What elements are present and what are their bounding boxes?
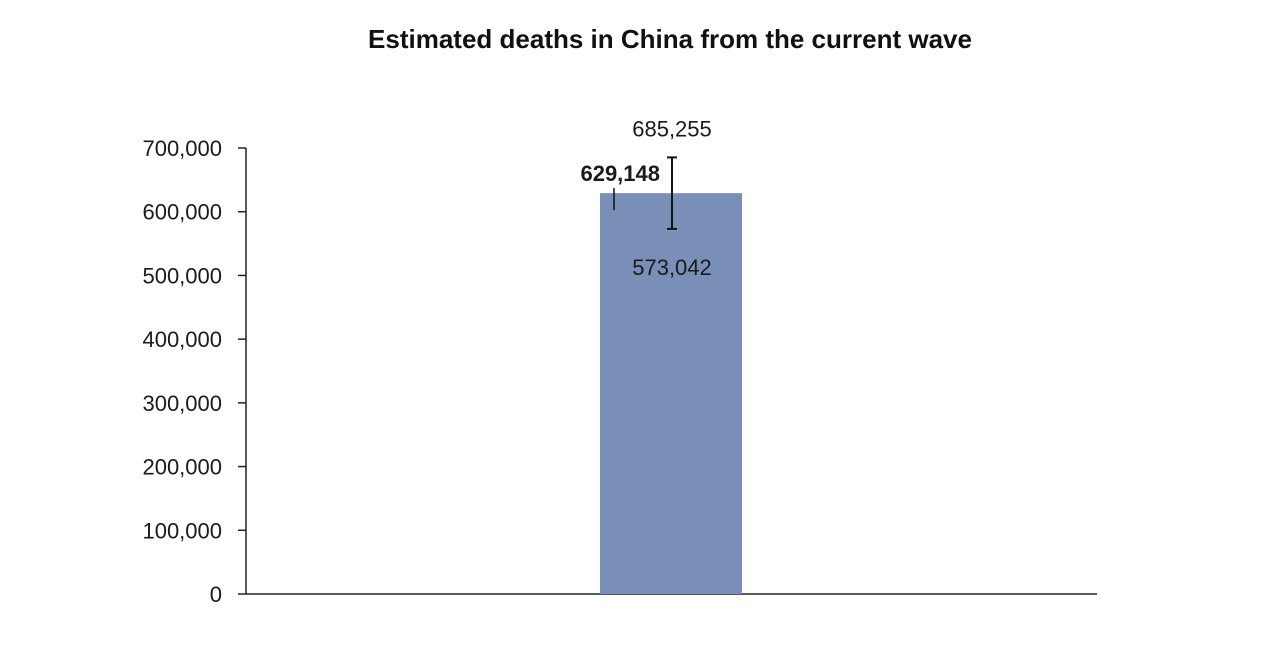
y-tick-label: 400,000 bbox=[142, 327, 222, 352]
y-tick-label: 300,000 bbox=[142, 391, 222, 416]
lower-bound-label: 573,042 bbox=[632, 255, 712, 280]
y-tick-label: 700,000 bbox=[142, 136, 222, 161]
y-tick-label: 500,000 bbox=[142, 263, 222, 288]
y-tick-label: 200,000 bbox=[142, 455, 222, 480]
y-tick-label: 0 bbox=[210, 582, 222, 607]
bar-value-label: 629,148 bbox=[580, 161, 660, 186]
bar bbox=[600, 193, 742, 594]
y-tick-label: 100,000 bbox=[142, 518, 222, 543]
y-tick-label: 600,000 bbox=[142, 200, 222, 225]
upper-bound-label: 685,255 bbox=[632, 116, 712, 141]
chart-title: Estimated deaths in China from the curre… bbox=[368, 24, 972, 54]
